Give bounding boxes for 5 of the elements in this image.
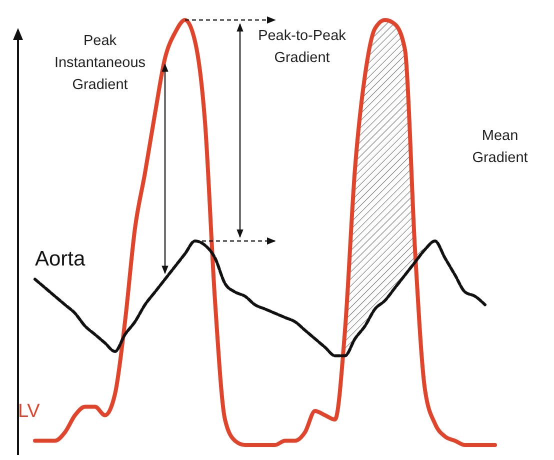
annotation: Peak Instantaneous Gradient (54, 33, 146, 93)
annotation: Mean Gradient (472, 128, 528, 166)
annotation: Peak-to-Peak Gradient (258, 28, 347, 66)
series-label: LV (18, 400, 40, 422)
series-label: Aorta (35, 247, 86, 270)
